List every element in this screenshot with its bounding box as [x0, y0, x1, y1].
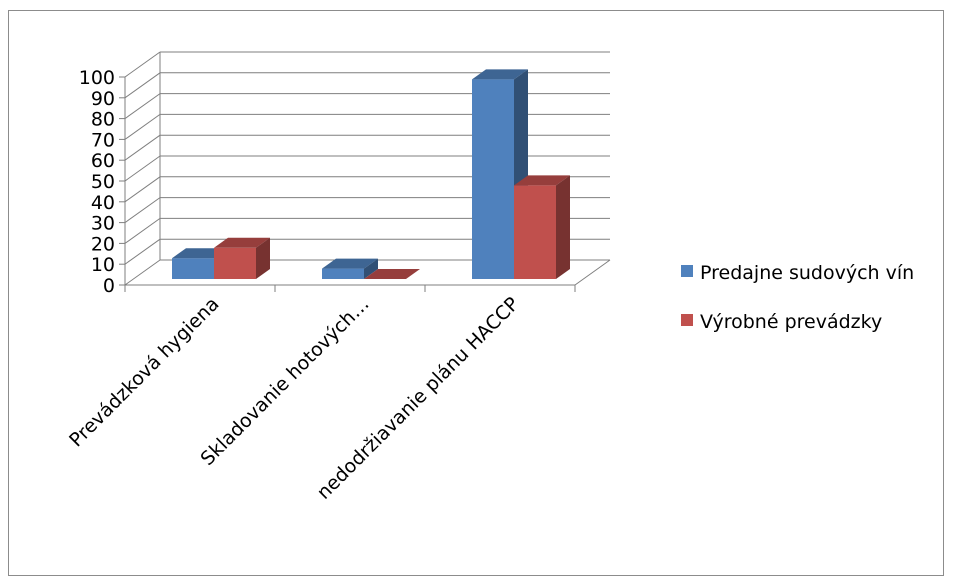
bar-front: [322, 268, 364, 279]
gridline-side: [124, 72, 161, 99]
y-tick-label: 100: [79, 67, 115, 89]
y-tick-label: 40: [91, 192, 115, 214]
bar-top: [364, 269, 420, 279]
x-axis-side: [574, 259, 611, 286]
gridline-side: [124, 238, 161, 265]
bar-top: [214, 237, 270, 248]
bar-front: [514, 185, 556, 279]
y-tick-label: 0: [103, 275, 115, 297]
gridline-side: [124, 197, 161, 224]
axes: [119, 52, 611, 292]
y-tick-label: 80: [91, 109, 115, 131]
y-tick-label: 50: [91, 171, 115, 193]
legend-swatch: [681, 265, 693, 277]
gridline-side: [124, 176, 161, 203]
bar-side: [364, 258, 378, 279]
x-category-label: Skladovanie hotových…: [197, 293, 374, 470]
bar-front: [214, 247, 256, 279]
bar-side: [256, 237, 270, 279]
bar-top: [514, 175, 570, 186]
bar-front: [172, 258, 214, 279]
gridline-side: [124, 51, 161, 78]
gridline-side: [124, 217, 161, 244]
legend: Predajne sudových vín Výrobné prevádzky: [681, 262, 914, 333]
gridline-side: [124, 259, 161, 286]
gridline-side: [124, 93, 161, 120]
y-tick-label: 60: [91, 150, 115, 172]
bar-top: [472, 69, 528, 80]
bar-front: [472, 79, 514, 279]
legend-label: Predajne sudových vín: [700, 262, 914, 284]
y-tick-label: 30: [91, 213, 115, 235]
legend-label: Výrobné prevádzky: [700, 311, 882, 333]
gridline-side: [124, 134, 161, 161]
bars: [172, 69, 570, 279]
bar-side: [556, 175, 570, 279]
y-tick-label: 20: [91, 233, 115, 255]
y-tick-label: 70: [91, 129, 115, 151]
y-tick-label: 90: [91, 88, 115, 110]
y-tick-label: 10: [91, 254, 115, 276]
legend-swatch: [681, 314, 693, 326]
x-category-label: Prevádzková hygiena: [65, 293, 223, 451]
gridline-side: [124, 113, 161, 140]
gridline-side: [124, 155, 161, 182]
bar-top: [322, 258, 378, 269]
